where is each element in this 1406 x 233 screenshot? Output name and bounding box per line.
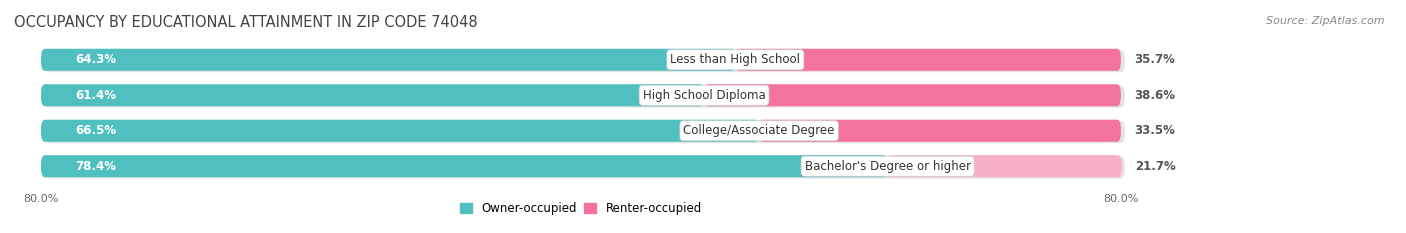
FancyBboxPatch shape <box>41 120 759 142</box>
Text: High School Diploma: High School Diploma <box>643 89 765 102</box>
FancyBboxPatch shape <box>41 49 1121 71</box>
FancyBboxPatch shape <box>704 84 1121 106</box>
FancyBboxPatch shape <box>45 50 1125 72</box>
FancyBboxPatch shape <box>45 86 1125 108</box>
Text: 66.5%: 66.5% <box>75 124 115 137</box>
Text: Less than High School: Less than High School <box>671 53 800 66</box>
Text: OCCUPANCY BY EDUCATIONAL ATTAINMENT IN ZIP CODE 74048: OCCUPANCY BY EDUCATIONAL ATTAINMENT IN Z… <box>14 15 478 30</box>
Text: Source: ZipAtlas.com: Source: ZipAtlas.com <box>1267 16 1385 26</box>
FancyBboxPatch shape <box>41 49 735 71</box>
FancyBboxPatch shape <box>887 155 1122 177</box>
FancyBboxPatch shape <box>45 121 1125 143</box>
Text: 35.7%: 35.7% <box>1135 53 1175 66</box>
Text: 61.4%: 61.4% <box>75 89 115 102</box>
Text: 78.4%: 78.4% <box>75 160 115 173</box>
FancyBboxPatch shape <box>735 49 1121 71</box>
FancyBboxPatch shape <box>45 157 1125 179</box>
Text: 38.6%: 38.6% <box>1135 89 1175 102</box>
FancyBboxPatch shape <box>759 120 1121 142</box>
FancyBboxPatch shape <box>41 155 1121 177</box>
FancyBboxPatch shape <box>41 84 704 106</box>
FancyBboxPatch shape <box>41 120 1121 142</box>
Text: 21.7%: 21.7% <box>1136 160 1177 173</box>
Text: Bachelor's Degree or higher: Bachelor's Degree or higher <box>804 160 970 173</box>
Text: 33.5%: 33.5% <box>1135 124 1175 137</box>
FancyBboxPatch shape <box>41 84 1121 106</box>
Legend: Owner-occupied, Renter-occupied: Owner-occupied, Renter-occupied <box>456 197 706 219</box>
Text: College/Associate Degree: College/Associate Degree <box>683 124 835 137</box>
Text: 64.3%: 64.3% <box>75 53 115 66</box>
FancyBboxPatch shape <box>41 155 887 177</box>
